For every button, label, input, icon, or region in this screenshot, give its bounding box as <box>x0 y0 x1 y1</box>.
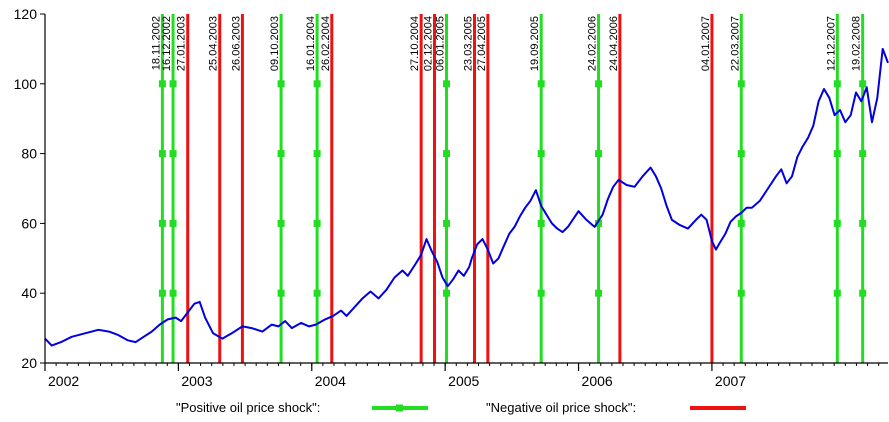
shock-date-label: 19.09.2005 <box>529 16 541 71</box>
y-tick-label: 40 <box>21 285 37 301</box>
y-tick-label: 80 <box>21 146 37 162</box>
x-tick-label: 2004 <box>315 373 346 389</box>
positive-shock-marker <box>833 80 841 88</box>
shock-date-label: 26.06.2003 <box>230 16 242 71</box>
positive-shock-marker <box>737 80 745 88</box>
positive-shock-marker <box>595 219 603 227</box>
positive-shock-marker <box>169 80 177 88</box>
y-tick-label: 100 <box>14 76 38 92</box>
positive-shock-marker <box>442 219 450 227</box>
positive-shock-marker <box>313 80 321 88</box>
axes-layer: 20 40 60 80 100 120 2002 2003 2004 2005 2006 2007 <box>14 6 888 389</box>
shock-date-label: 04.01.2007 <box>700 16 712 71</box>
positive-shock-marker <box>833 150 841 158</box>
positive-shock-marker <box>859 289 867 297</box>
shock-date-label: 24.02.2006 <box>587 16 599 71</box>
shock-date-label: 24.04.2006 <box>608 16 620 71</box>
positive-shock-marker <box>537 150 545 158</box>
shock-date-label: 18.11.2002 <box>150 16 162 70</box>
positive-shock-marker <box>737 219 745 227</box>
positive-shock-marker <box>595 150 603 158</box>
positive-shock-marker <box>277 80 285 88</box>
price-series-layer <box>44 47 889 347</box>
positive-shock-marker <box>537 289 545 297</box>
positive-shock-marker <box>537 80 545 88</box>
y-tick-label: 120 <box>14 6 38 22</box>
legend: "Positive oil price shock": "Negative oi… <box>176 400 746 415</box>
positive-shock-marker <box>158 289 166 297</box>
y-tick-label: 20 <box>21 355 37 371</box>
shock-date-label: 27.01.2003 <box>176 16 188 71</box>
positive-shock-marker <box>737 289 745 297</box>
positive-shock-marker <box>595 80 603 88</box>
shock-date-label: 27.04.2005 <box>476 16 488 71</box>
shock-date-label: 06.01.2005 <box>434 16 446 71</box>
x-tick-label: 2006 <box>582 373 613 389</box>
positive-shock-marker <box>313 150 321 158</box>
positive-shock-marker <box>169 219 177 227</box>
shock-date-label: 12.12.2007 <box>825 16 837 71</box>
positive-shock-marker <box>442 80 450 88</box>
positive-shock-marker <box>158 80 166 88</box>
shock-date-label: 22.03.2007 <box>729 16 741 71</box>
positive-shock-marker <box>169 150 177 158</box>
positive-shock-marker <box>442 289 450 297</box>
positive-shock-marker <box>833 289 841 297</box>
legend-positive-label: "Positive oil price shock": <box>176 400 320 415</box>
positive-shock-marker <box>859 150 867 158</box>
x-tick-label: 2003 <box>181 373 212 389</box>
positive-shock-marker <box>169 289 177 297</box>
shock-date-label: 26.02.2004 <box>320 16 332 71</box>
shock-date-label: 19.02.2008 <box>851 16 863 71</box>
shock-date-label: 16.01.2004 <box>305 16 317 71</box>
shock-lines-layer <box>158 14 867 363</box>
shock-date-label: 09.10.2003 <box>269 16 281 71</box>
positive-shock-marker <box>313 289 321 297</box>
positive-shock-marker <box>833 219 841 227</box>
positive-shock-marker <box>595 289 603 297</box>
legend-positive-swatch <box>372 404 428 412</box>
shock-date-label: 16.12.2002 <box>161 16 173 71</box>
positive-shock-marker <box>442 150 450 158</box>
positive-shock-marker <box>537 219 545 227</box>
positive-shock-marker <box>737 150 745 158</box>
legend-negative-label: "Negative oil price shock": <box>486 400 636 415</box>
positive-shock-marker <box>859 219 867 227</box>
x-tick-label: 2002 <box>48 373 79 389</box>
shock-date-label: 27.10.2004 <box>409 16 421 71</box>
shock-date-label: 25.04.2003 <box>208 16 220 71</box>
shock-date-label: 23.03.2005 <box>463 16 475 71</box>
shock-date-label: 02.12.2004 <box>422 16 434 71</box>
x-tick-label: 2005 <box>448 373 479 389</box>
oil-price-line <box>44 47 889 347</box>
y-tick-label: 60 <box>21 215 37 231</box>
positive-shock-marker <box>158 150 166 158</box>
positive-shock-marker <box>277 219 285 227</box>
positive-shock-marker <box>277 150 285 158</box>
positive-shock-marker <box>277 289 285 297</box>
x-tick-label: 2007 <box>715 373 746 389</box>
positive-shock-marker <box>158 219 166 227</box>
positive-shock-marker <box>313 219 321 227</box>
positive-shock-marker <box>859 80 867 88</box>
